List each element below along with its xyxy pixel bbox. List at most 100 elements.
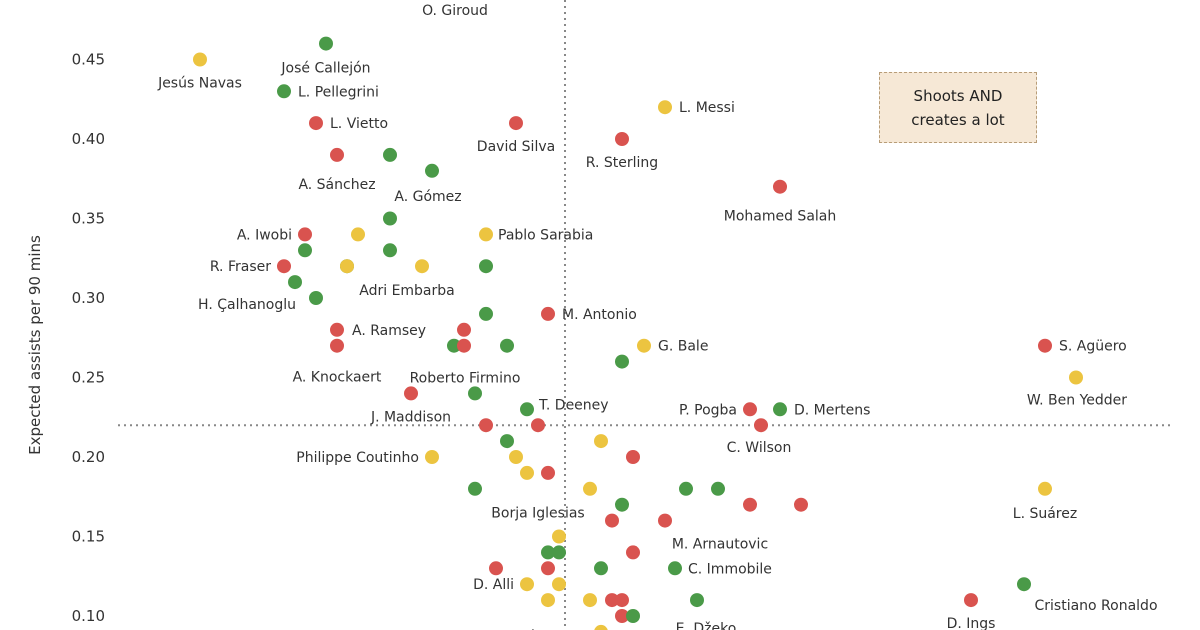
scatter-point <box>520 402 534 417</box>
point-label: T. Deeney <box>538 397 609 413</box>
scatter-point <box>447 338 461 353</box>
scatter-point <box>425 163 439 178</box>
scatter-point <box>330 147 344 162</box>
point-label: Cristiano Ronaldo <box>1034 598 1157 614</box>
annotation-line-1: Shoots AND <box>913 86 1003 105</box>
point-label: Pablo Sarabia <box>498 227 593 243</box>
scatter-point <box>964 593 978 608</box>
point-label: Jesús Navas <box>157 76 242 92</box>
point-label: R. Fraser <box>210 259 271 275</box>
point-label: A. Gómez <box>394 189 461 205</box>
scatter-point <box>605 513 619 528</box>
point-label: J. Maddison <box>370 409 451 425</box>
scatter-point <box>193 52 207 67</box>
scatter-point <box>552 529 566 544</box>
scatter-point <box>383 147 397 162</box>
y-tick-label: 0.35 <box>72 210 105 228</box>
scatter-point <box>552 577 566 592</box>
scatter-point <box>330 338 344 353</box>
scatter-point <box>541 306 555 321</box>
axes: 0.10 0.15 0.20 0.25 0.30 0.35 0.40 0.45 Expected… <box>26 51 105 626</box>
scatter-point <box>479 306 493 321</box>
y-tick-label: 0.15 <box>72 528 105 546</box>
scatter-point <box>615 132 629 146</box>
scatter-point <box>457 338 471 353</box>
scatter-point <box>298 227 312 242</box>
scatter-point <box>277 259 291 274</box>
point-label: Adri Embarba <box>359 283 454 299</box>
scatter-point <box>658 513 672 528</box>
scatter-point <box>509 116 523 131</box>
scatter-point <box>754 418 768 433</box>
scatter-point <box>340 259 354 274</box>
scatter-point <box>743 497 757 512</box>
point-label: R. Sterling <box>586 155 658 171</box>
scatter-point <box>541 561 555 576</box>
scatter-point <box>520 465 534 480</box>
y-tick-label: 0.20 <box>72 448 105 466</box>
scatter-point <box>383 211 397 226</box>
scatter-point <box>425 450 439 464</box>
scatter-point <box>668 561 682 576</box>
point-label: Philippe Coutinho <box>296 450 419 466</box>
scatter-point <box>626 450 640 464</box>
point-label: Borja Iglesias <box>491 506 584 522</box>
scatter-point <box>500 338 514 353</box>
point-label: E. Džeko <box>676 621 737 630</box>
scatter-point <box>479 418 493 433</box>
point-label: O. Giroud <box>422 3 488 19</box>
scatter-point <box>773 179 787 194</box>
point-label: S. Agüero <box>1059 339 1127 355</box>
scatter-point <box>541 545 555 560</box>
scatter-point <box>479 259 493 274</box>
point-label: David Silva <box>477 139 555 155</box>
point-label: L. Messi <box>679 100 735 116</box>
scatter-point <box>309 116 323 131</box>
scatter-point <box>479 227 493 242</box>
scatter-point <box>626 609 640 623</box>
point-label: M. Antonio <box>562 307 637 323</box>
scatter-point <box>541 465 555 480</box>
scatter-point <box>500 434 514 449</box>
point-label: L. Pellegrini <box>298 84 379 100</box>
annotation-box: Shoots AND creates a lot <box>879 72 1037 143</box>
scatter-point <box>711 481 725 496</box>
scatter-point <box>626 545 640 560</box>
scatter-point <box>658 100 672 115</box>
scatter-point <box>615 609 629 623</box>
scatter-point <box>298 243 312 258</box>
scatter-point <box>330 322 344 337</box>
reference-lines <box>118 0 1170 630</box>
scatter-point <box>277 84 291 99</box>
y-tick-label: 0.10 <box>72 607 105 625</box>
scatter-point <box>583 481 597 496</box>
y-axis-label: Expected assists per 90 mins <box>26 235 44 455</box>
scatter-point <box>1017 577 1031 592</box>
point-label: M. Arnautovic <box>672 537 768 553</box>
scatter-point <box>594 561 608 576</box>
scatter-point <box>594 434 608 449</box>
scatter-point <box>415 259 429 274</box>
point-label: Mohamed Salah <box>724 209 837 225</box>
scatter-point <box>468 481 482 496</box>
scatter-point <box>404 386 418 401</box>
scatter-point <box>1038 338 1052 353</box>
scatter-point <box>1069 370 1083 385</box>
point-label: D. Alli <box>473 577 514 593</box>
point-label: W. Ben Yedder <box>1027 393 1127 409</box>
y-tick-label: 0.25 <box>72 369 105 387</box>
scatter-point <box>457 322 471 337</box>
point-label: L. Vietto <box>330 116 388 132</box>
scatter-point <box>552 545 566 560</box>
scatter-point <box>383 243 397 258</box>
y-tick-label: 0.30 <box>72 289 105 307</box>
scatter-point <box>615 354 629 369</box>
scatter-point <box>637 338 651 353</box>
points <box>193 36 1083 630</box>
point-label: José Callejón <box>280 61 370 77</box>
scatter-point <box>541 593 555 608</box>
scatter-point <box>319 36 333 51</box>
scatter-point <box>615 593 629 608</box>
scatter-point <box>351 227 365 242</box>
